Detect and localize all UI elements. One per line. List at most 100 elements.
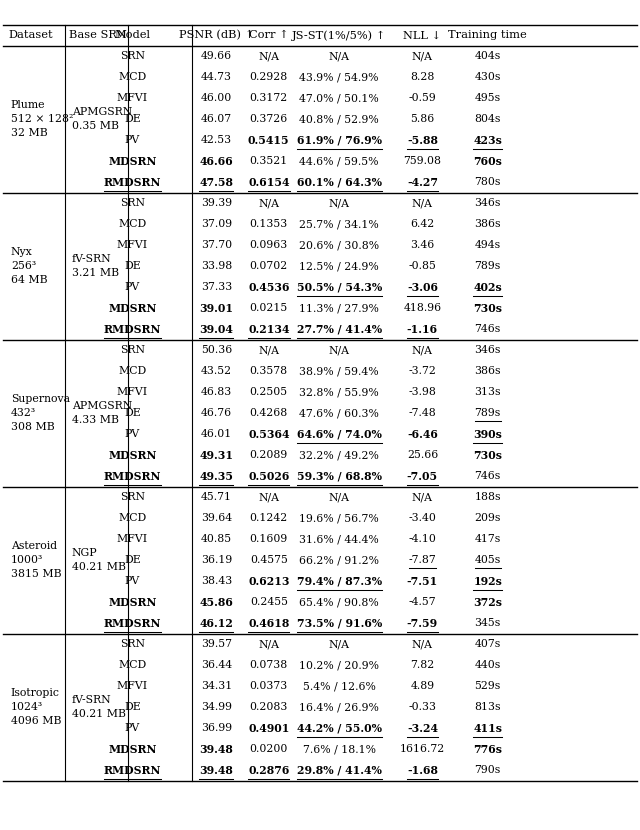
Text: 390s: 390s bbox=[473, 429, 502, 440]
Text: SRN: SRN bbox=[120, 198, 145, 208]
Text: -0.59: -0.59 bbox=[408, 94, 436, 104]
Text: -3.98: -3.98 bbox=[408, 388, 436, 398]
Text: PSNR (dB) ↑: PSNR (dB) ↑ bbox=[179, 30, 254, 41]
Text: 43.52: 43.52 bbox=[201, 366, 232, 376]
Text: 0.2876: 0.2876 bbox=[248, 765, 289, 776]
Text: 405s: 405s bbox=[474, 555, 501, 565]
Text: 423s: 423s bbox=[473, 135, 502, 146]
Text: -5.88: -5.88 bbox=[407, 135, 438, 146]
Text: Training time: Training time bbox=[448, 31, 527, 41]
Text: 42.53: 42.53 bbox=[201, 135, 232, 145]
Text: 418.96: 418.96 bbox=[403, 304, 442, 314]
Text: 0.4268: 0.4268 bbox=[250, 408, 288, 418]
Text: Asteroid
1000³
3815 MB: Asteroid 1000³ 3815 MB bbox=[11, 541, 61, 579]
Text: -7.51: -7.51 bbox=[407, 576, 438, 587]
Text: 11.3% / 27.9%: 11.3% / 27.9% bbox=[300, 304, 379, 314]
Text: RMDSRN: RMDSRN bbox=[104, 177, 161, 188]
Text: 36.44: 36.44 bbox=[201, 661, 232, 671]
Text: N/A: N/A bbox=[329, 639, 349, 649]
Text: 46.12: 46.12 bbox=[200, 618, 233, 629]
Text: 430s: 430s bbox=[474, 72, 501, 82]
Text: NGP
40.21 MB: NGP 40.21 MB bbox=[72, 549, 125, 573]
Text: 47.0% / 50.1%: 47.0% / 50.1% bbox=[300, 94, 379, 104]
Text: 10.2% / 20.9%: 10.2% / 20.9% bbox=[300, 661, 380, 671]
Text: 440s: 440s bbox=[474, 661, 501, 671]
Text: 529s: 529s bbox=[474, 681, 501, 691]
Text: 188s: 188s bbox=[474, 492, 501, 502]
Text: 73.5% / 91.6%: 73.5% / 91.6% bbox=[296, 618, 382, 629]
Text: -3.72: -3.72 bbox=[408, 366, 436, 376]
Text: 46.01: 46.01 bbox=[201, 429, 232, 439]
Text: SRN: SRN bbox=[120, 492, 145, 502]
Text: 39.64: 39.64 bbox=[201, 514, 232, 524]
Text: DE: DE bbox=[124, 115, 141, 124]
Text: APMGSRN
0.35 MB: APMGSRN 0.35 MB bbox=[72, 107, 132, 131]
Text: 0.2083: 0.2083 bbox=[250, 702, 288, 712]
Text: 495s: 495s bbox=[475, 94, 500, 104]
Text: 0.3726: 0.3726 bbox=[250, 115, 288, 124]
Text: 0.2134: 0.2134 bbox=[248, 324, 289, 334]
Text: 0.3172: 0.3172 bbox=[250, 94, 288, 104]
Text: RMDSRN: RMDSRN bbox=[104, 324, 161, 334]
Text: MFVI: MFVI bbox=[117, 388, 148, 398]
Text: DE: DE bbox=[124, 702, 141, 712]
Text: 0.2455: 0.2455 bbox=[250, 598, 288, 608]
Text: 0.4536: 0.4536 bbox=[248, 282, 289, 293]
Text: Plume
512 × 128²
32 MB: Plume 512 × 128² 32 MB bbox=[11, 100, 73, 139]
Text: 0.6154: 0.6154 bbox=[248, 177, 289, 188]
Text: 12.5% / 24.9%: 12.5% / 24.9% bbox=[300, 261, 379, 271]
Text: 34.99: 34.99 bbox=[201, 702, 232, 712]
Text: RMDSRN: RMDSRN bbox=[104, 765, 161, 776]
Text: MCD: MCD bbox=[118, 366, 147, 376]
Text: 5.4% / 12.6%: 5.4% / 12.6% bbox=[303, 681, 376, 691]
Text: -4.57: -4.57 bbox=[408, 598, 436, 608]
Text: 402s: 402s bbox=[474, 282, 502, 293]
Text: RMDSRN: RMDSRN bbox=[104, 471, 161, 482]
Text: 0.0215: 0.0215 bbox=[250, 304, 288, 314]
Text: 0.2089: 0.2089 bbox=[250, 451, 288, 461]
Text: 79.4% / 87.3%: 79.4% / 87.3% bbox=[296, 576, 382, 587]
Text: 60.1% / 64.3%: 60.1% / 64.3% bbox=[297, 177, 381, 188]
Text: 0.4575: 0.4575 bbox=[250, 555, 288, 565]
Text: 65.4% / 90.8%: 65.4% / 90.8% bbox=[300, 598, 379, 608]
Text: 66.2% / 91.2%: 66.2% / 91.2% bbox=[300, 555, 380, 565]
Text: fV-SRN
3.21 MB: fV-SRN 3.21 MB bbox=[72, 254, 118, 278]
Text: 39.48: 39.48 bbox=[200, 765, 233, 776]
Text: Model: Model bbox=[115, 31, 150, 41]
Text: 43.9% / 54.9%: 43.9% / 54.9% bbox=[300, 72, 379, 82]
Text: 37.70: 37.70 bbox=[201, 241, 232, 251]
Text: 345s: 345s bbox=[474, 618, 501, 628]
Text: 49.35: 49.35 bbox=[199, 471, 234, 482]
Text: 3.46: 3.46 bbox=[410, 241, 435, 251]
Text: 25.66: 25.66 bbox=[407, 451, 438, 461]
Text: 790s: 790s bbox=[474, 765, 501, 775]
Text: 407s: 407s bbox=[474, 639, 501, 649]
Text: Corr ↑: Corr ↑ bbox=[249, 31, 289, 41]
Text: Supernova
432³
308 MB: Supernova 432³ 308 MB bbox=[11, 394, 70, 432]
Text: 46.66: 46.66 bbox=[200, 156, 233, 167]
Text: MDSRN: MDSRN bbox=[108, 597, 157, 608]
Text: 386s: 386s bbox=[474, 366, 501, 376]
Text: 59.3% / 68.8%: 59.3% / 68.8% bbox=[297, 471, 381, 482]
Text: MCD: MCD bbox=[118, 72, 147, 82]
Text: PV: PV bbox=[125, 724, 140, 734]
Text: 45.71: 45.71 bbox=[201, 492, 232, 502]
Text: DE: DE bbox=[124, 408, 141, 418]
Text: 7.82: 7.82 bbox=[410, 661, 435, 671]
Text: 0.0702: 0.0702 bbox=[250, 261, 288, 271]
Text: -7.48: -7.48 bbox=[408, 408, 436, 418]
Text: 6.42: 6.42 bbox=[410, 219, 435, 229]
Text: 38.9% / 59.4%: 38.9% / 59.4% bbox=[300, 366, 379, 376]
Text: 47.58: 47.58 bbox=[199, 177, 234, 188]
Text: 32.2% / 49.2%: 32.2% / 49.2% bbox=[300, 451, 379, 461]
Text: Nyx
256³
64 MB: Nyx 256³ 64 MB bbox=[11, 247, 47, 286]
Text: MFVI: MFVI bbox=[117, 241, 148, 251]
Text: 746s: 746s bbox=[474, 325, 501, 334]
Text: Isotropic
1024³
4096 MB: Isotropic 1024³ 4096 MB bbox=[11, 688, 61, 726]
Text: 27.7% / 41.4%: 27.7% / 41.4% bbox=[296, 324, 382, 334]
Text: fV-SRN
40.21 MB: fV-SRN 40.21 MB bbox=[72, 696, 125, 720]
Text: -3.06: -3.06 bbox=[407, 282, 438, 293]
Text: 0.0200: 0.0200 bbox=[250, 745, 288, 754]
Text: -4.10: -4.10 bbox=[408, 535, 436, 544]
Text: 0.0963: 0.0963 bbox=[250, 241, 288, 251]
